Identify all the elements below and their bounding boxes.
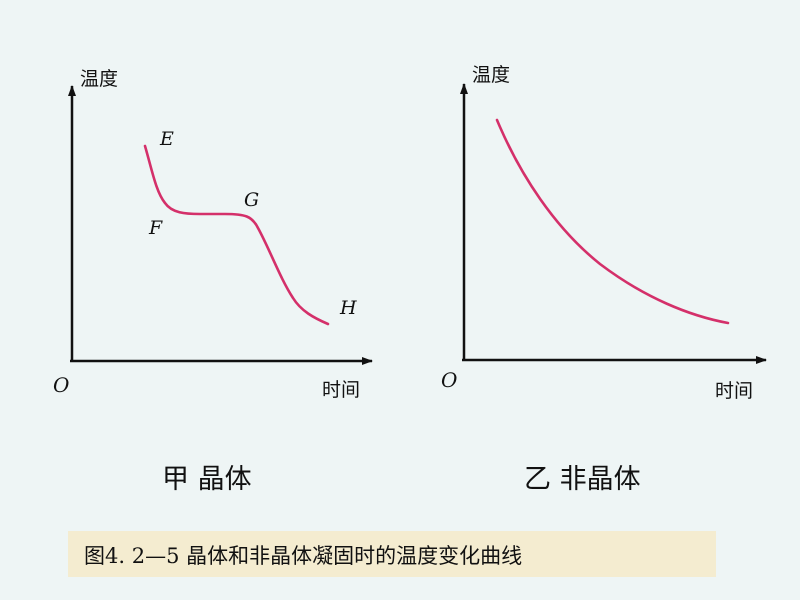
amorphous-panel-title: 乙 非晶体 bbox=[524, 464, 641, 495]
crystal-x-axis-label: 时间 bbox=[322, 379, 360, 401]
crystal-panel: 温度 时间 O E F G H 甲 晶体 bbox=[53, 68, 373, 495]
crystal-cooling-curve bbox=[143, 144, 330, 326]
crystal-y-axis-label: 温度 bbox=[80, 68, 118, 90]
amorphous-cooling-curve bbox=[495, 118, 730, 325]
caption-box bbox=[68, 531, 716, 577]
point-g-label: G bbox=[244, 189, 259, 211]
point-h-label: H bbox=[339, 297, 357, 319]
point-e-label: E bbox=[159, 128, 174, 150]
point-f-label: F bbox=[148, 217, 163, 239]
amorphous-y-axis-label: 温度 bbox=[472, 64, 510, 86]
amorphous-origin-label: O bbox=[441, 368, 457, 392]
amorphous-panel: 温度 时间 O 乙 非晶体 bbox=[441, 64, 767, 495]
crystal-origin-label: O bbox=[53, 373, 69, 397]
figure-caption: 图4. 2—5 晶体和非晶体凝固时的温度变化曲线 bbox=[84, 544, 523, 568]
amorphous-x-axis-label: 时间 bbox=[715, 380, 753, 402]
crystal-panel-title: 甲 晶体 bbox=[162, 464, 252, 495]
